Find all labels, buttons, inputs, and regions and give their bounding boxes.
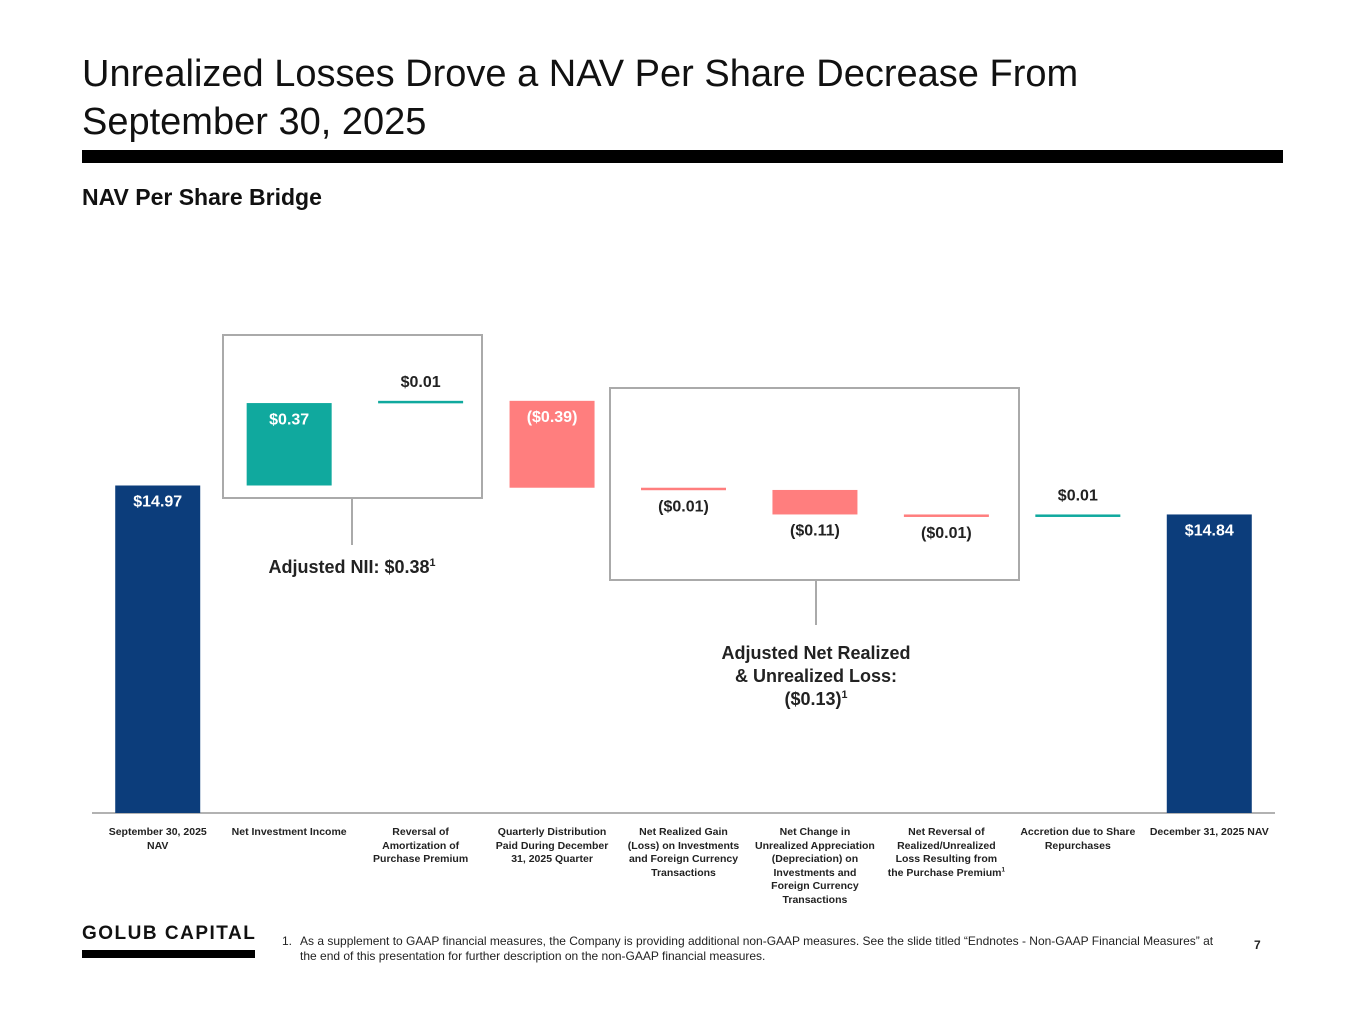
value-label: $0.01 xyxy=(401,374,441,391)
annotation-text: Adjusted Net Realized xyxy=(721,643,911,663)
value-label: ($0.11) xyxy=(790,523,840,540)
footnote-number: 1. xyxy=(282,934,293,948)
annotation-text: ($0.13) xyxy=(784,689,842,709)
category-text: Quarterly Distribution Paid During Decem… xyxy=(495,826,609,865)
footnote-mark: 1 xyxy=(1001,866,1006,873)
slide-title: Unrealized Losses Drove a NAV Per Share … xyxy=(82,53,1079,143)
x-tick-label: December 31, 2025 NAV xyxy=(1149,826,1269,840)
category-text: Net Realized Gain (Loss) on Investments … xyxy=(627,826,740,879)
category-text: September 30, 2025 NAV xyxy=(108,826,207,852)
annotation-line: ($0.13)1 xyxy=(666,688,966,711)
bar xyxy=(115,485,201,813)
annotation-text: Adjusted NII: $0.38 xyxy=(268,557,430,577)
value-label: ($0.01) xyxy=(921,525,972,542)
value-label: $14.97 xyxy=(133,494,182,511)
bar xyxy=(903,514,989,517)
bar xyxy=(772,489,858,515)
annotation-line: Adjusted Net Realized xyxy=(666,642,966,665)
footnote-mark: 1 xyxy=(841,689,848,701)
footnote: As a supplement to GAAP financial measur… xyxy=(300,934,1214,963)
value-label: $0.37 xyxy=(269,411,309,428)
bar xyxy=(641,487,726,491)
category-text: Accretion due to Share Repurchases xyxy=(1020,826,1136,852)
x-tick-label: Accretion due to Share Repurchases xyxy=(1018,826,1138,853)
page-number: 7 xyxy=(1254,938,1261,952)
category-text: Net Change in Unrealized Appreciation (D… xyxy=(755,826,875,906)
annotation: Adjusted Net Realized & Unrealized Loss:(… xyxy=(666,642,966,711)
title-rule xyxy=(82,150,1283,163)
x-tick-label: Net Change in Unrealized Appreciation (D… xyxy=(755,826,875,907)
bar xyxy=(1166,514,1252,813)
x-tick-label: Net Realized Gain (Loss) on Investments … xyxy=(624,826,744,880)
bar xyxy=(509,400,595,488)
bar xyxy=(378,400,464,404)
footnote-mark: 1 xyxy=(429,557,436,569)
value-label: $0.01 xyxy=(1058,488,1098,505)
annotation-line: & Unrealized Loss: xyxy=(666,665,966,688)
category-text: December 31, 2025 NAV xyxy=(1149,826,1269,838)
value-label: ($0.01) xyxy=(658,498,709,515)
x-tick-label: Net Investment Income xyxy=(229,826,349,840)
logo-rule xyxy=(82,950,255,958)
annotation-text: & Unrealized Loss: xyxy=(734,666,898,686)
bar xyxy=(246,403,332,486)
x-tick-label: Reversal of Amortization of Purchase Pre… xyxy=(361,826,481,867)
x-tick-label: Net Reversal of Realized/Unrealized Loss… xyxy=(886,826,1006,880)
value-label: $14.84 xyxy=(1185,523,1234,540)
category-text: Net Reversal of Realized/Unrealized Loss… xyxy=(887,826,1002,879)
category-text: Net Investment Income xyxy=(231,826,347,838)
bar xyxy=(1035,514,1121,517)
annotation: Adjusted NII: $0.381 xyxy=(202,556,502,579)
x-tick-label: Quarterly Distribution Paid During Decem… xyxy=(492,826,612,867)
value-label: ($0.39) xyxy=(527,409,578,426)
category-text: Reversal of Amortization of Purchase Pre… xyxy=(373,826,469,865)
group-box xyxy=(609,387,1020,581)
x-tick-label: September 30, 2025 NAV xyxy=(98,826,218,853)
annotation-line: Adjusted NII: $0.381 xyxy=(202,556,502,579)
subtitle: NAV Per Share Bridge xyxy=(82,184,322,210)
logo: GOLUB CAPITAL xyxy=(82,923,257,944)
